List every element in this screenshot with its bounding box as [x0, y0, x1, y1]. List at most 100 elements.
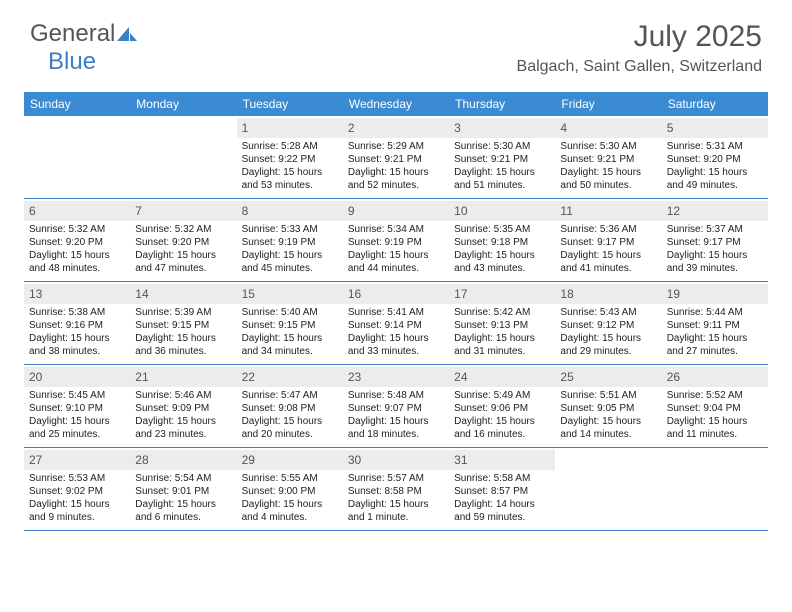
day-cell: 2Sunrise: 5:29 AMSunset: 9:21 PMDaylight…: [343, 116, 449, 198]
sunrise-line: Sunrise: 5:38 AM: [29, 306, 125, 319]
sunset-line: Sunset: 9:00 PM: [242, 485, 338, 498]
daylight-line: Daylight: 15 hours and 20 minutes.: [242, 415, 338, 441]
sunrise-line: Sunrise: 5:41 AM: [348, 306, 444, 319]
day-num-row: 31: [449, 450, 555, 470]
week-row: 6Sunrise: 5:32 AMSunset: 9:20 PMDaylight…: [24, 199, 768, 282]
sunset-line: Sunset: 9:21 PM: [348, 153, 444, 166]
day-num-row: 4: [555, 118, 661, 138]
day-num: 19: [667, 287, 680, 301]
day-num: 31: [454, 453, 467, 467]
day-num: 11: [560, 204, 572, 218]
day-cell: 19Sunrise: 5:44 AMSunset: 9:11 PMDayligh…: [662, 282, 768, 364]
title-block: July 2025 Balgach, Saint Gallen, Switzer…: [517, 20, 762, 76]
sunrise-line: Sunrise: 5:43 AM: [560, 306, 656, 319]
sunrise-line: Sunrise: 5:33 AM: [242, 223, 338, 236]
sunset-line: Sunset: 9:21 PM: [454, 153, 550, 166]
header: General Blue July 2025 Balgach, Saint Ga…: [0, 0, 792, 84]
week-row: 27Sunrise: 5:53 AMSunset: 9:02 PMDayligh…: [24, 448, 768, 531]
day-num: 25: [560, 370, 573, 384]
sunset-line: Sunset: 9:20 PM: [135, 236, 231, 249]
daylight-line: Daylight: 15 hours and 27 minutes.: [667, 332, 763, 358]
sunrise-line: Sunrise: 5:36 AM: [560, 223, 656, 236]
sunrise-line: Sunrise: 5:47 AM: [242, 389, 338, 402]
day-num-row: 12: [662, 201, 768, 221]
sunrise-line: Sunrise: 5:29 AM: [348, 140, 444, 153]
sunset-line: Sunset: 9:07 PM: [348, 402, 444, 415]
sunset-line: Sunset: 9:20 PM: [667, 153, 763, 166]
daylight-line: Daylight: 15 hours and 53 minutes.: [242, 166, 338, 192]
day-num: 28: [135, 453, 148, 467]
daylight-line: Daylight: 15 hours and 34 minutes.: [242, 332, 338, 358]
day-num-row: 17: [449, 284, 555, 304]
day-num-row: 11: [555, 201, 661, 221]
day-num: 22: [242, 370, 255, 384]
sunrise-line: Sunrise: 5:40 AM: [242, 306, 338, 319]
sunrise-line: Sunrise: 5:52 AM: [667, 389, 763, 402]
daylight-line: Daylight: 15 hours and 25 minutes.: [29, 415, 125, 441]
week-row: 20Sunrise: 5:45 AMSunset: 9:10 PMDayligh…: [24, 365, 768, 448]
day-num: 18: [560, 287, 573, 301]
day-num: 5: [667, 121, 674, 135]
month-title: July 2025: [517, 20, 762, 54]
day-num-row: 14: [130, 284, 236, 304]
sunset-line: Sunset: 9:17 PM: [667, 236, 763, 249]
day-num-row: 28: [130, 450, 236, 470]
day-cell: 10Sunrise: 5:35 AMSunset: 9:18 PMDayligh…: [449, 199, 555, 281]
sunset-line: Sunset: 9:18 PM: [454, 236, 550, 249]
daylight-line: Daylight: 15 hours and 23 minutes.: [135, 415, 231, 441]
sunrise-line: Sunrise: 5:51 AM: [560, 389, 656, 402]
day-num-row: 23: [343, 367, 449, 387]
logo-text-blue: Blue: [48, 48, 96, 75]
day-cell: 24Sunrise: 5:49 AMSunset: 9:06 PMDayligh…: [449, 365, 555, 447]
sunrise-line: Sunrise: 5:49 AM: [454, 389, 550, 402]
sunset-line: Sunset: 9:01 PM: [135, 485, 231, 498]
daylight-line: Daylight: 15 hours and 18 minutes.: [348, 415, 444, 441]
day-num-row: 20: [24, 367, 130, 387]
sunrise-line: Sunrise: 5:55 AM: [242, 472, 338, 485]
sunrise-line: Sunrise: 5:30 AM: [560, 140, 656, 153]
day-num-row: 9: [343, 201, 449, 221]
day-num-row: 27: [24, 450, 130, 470]
sunset-line: Sunset: 9:14 PM: [348, 319, 444, 332]
daylight-line: Daylight: 15 hours and 6 minutes.: [135, 498, 231, 524]
daylight-line: Daylight: 15 hours and 29 minutes.: [560, 332, 656, 358]
dow-row: SundayMondayTuesdayWednesdayThursdayFrid…: [24, 92, 768, 116]
day-num: 21: [135, 370, 148, 384]
day-num: 17: [454, 287, 467, 301]
sunset-line: Sunset: 9:10 PM: [29, 402, 125, 415]
daylight-line: Daylight: 15 hours and 52 minutes.: [348, 166, 444, 192]
daylight-line: Daylight: 15 hours and 33 minutes.: [348, 332, 444, 358]
sunrise-line: Sunrise: 5:53 AM: [29, 472, 125, 485]
daylight-line: Daylight: 15 hours and 31 minutes.: [454, 332, 550, 358]
dow-saturday: Saturday: [662, 92, 768, 116]
day-cell: 25Sunrise: 5:51 AMSunset: 9:05 PMDayligh…: [555, 365, 661, 447]
day-cell: 6Sunrise: 5:32 AMSunset: 9:20 PMDaylight…: [24, 199, 130, 281]
location: Balgach, Saint Gallen, Switzerland: [517, 58, 762, 76]
day-num: 7: [135, 204, 142, 218]
day-num-row: 5: [662, 118, 768, 138]
day-num-row: 6: [24, 201, 130, 221]
daylight-line: Daylight: 15 hours and 41 minutes.: [560, 249, 656, 275]
day-num: 24: [454, 370, 467, 384]
day-num: 9: [348, 204, 355, 218]
day-cell: 12Sunrise: 5:37 AMSunset: 9:17 PMDayligh…: [662, 199, 768, 281]
day-num: 1: [242, 121, 249, 135]
daylight-line: Daylight: 15 hours and 47 minutes.: [135, 249, 231, 275]
daylight-line: Daylight: 15 hours and 45 minutes.: [242, 249, 338, 275]
logo-sail-icon: [117, 25, 137, 46]
day-num: 16: [348, 287, 361, 301]
sunset-line: Sunset: 9:16 PM: [29, 319, 125, 332]
sunset-line: Sunset: 9:15 PM: [135, 319, 231, 332]
day-cell: 17Sunrise: 5:42 AMSunset: 9:13 PMDayligh…: [449, 282, 555, 364]
day-num-row: 22: [237, 367, 343, 387]
day-num: 30: [348, 453, 361, 467]
day-num: 27: [29, 453, 42, 467]
day-num-row: 19: [662, 284, 768, 304]
daylight-line: Daylight: 15 hours and 11 minutes.: [667, 415, 763, 441]
day-num: 26: [667, 370, 680, 384]
sunset-line: Sunset: 9:12 PM: [560, 319, 656, 332]
day-cell: 9Sunrise: 5:34 AMSunset: 9:19 PMDaylight…: [343, 199, 449, 281]
sunset-line: Sunset: 9:17 PM: [560, 236, 656, 249]
dow-wednesday: Wednesday: [343, 92, 449, 116]
daylight-line: Daylight: 15 hours and 4 minutes.: [242, 498, 338, 524]
